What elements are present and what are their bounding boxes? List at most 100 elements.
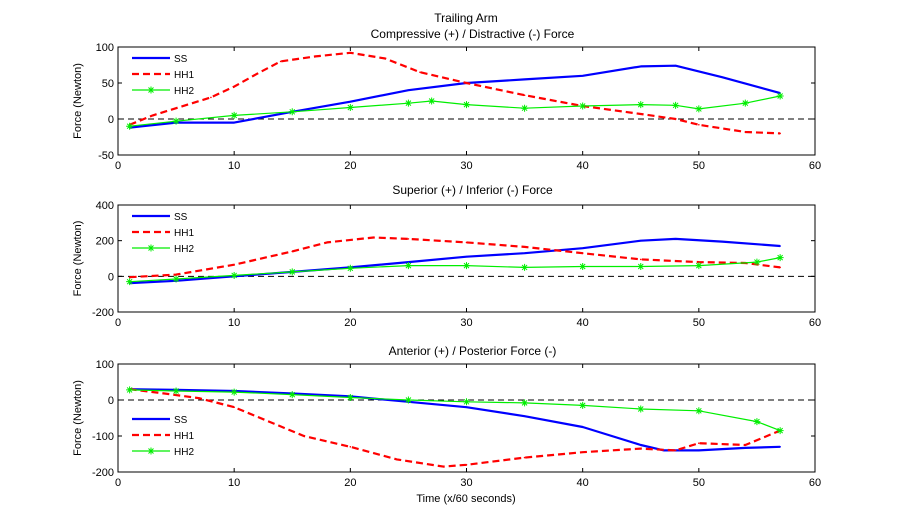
legend-marker <box>147 86 155 94</box>
series-hh2 <box>126 254 784 286</box>
data-point <box>442 465 445 468</box>
data-point <box>172 275 180 283</box>
data-point <box>465 255 468 258</box>
data-point <box>581 247 584 249</box>
data-point <box>233 406 235 409</box>
data-point <box>256 72 259 75</box>
data-point <box>581 252 584 254</box>
y-tick-label: 100 <box>96 359 114 371</box>
y-tick-label: -50 <box>98 150 114 162</box>
data-point <box>326 241 328 244</box>
data-point <box>407 89 410 91</box>
series-hh1 <box>128 388 781 468</box>
x-tick-label: 40 <box>577 160 589 172</box>
x-tick-label: 60 <box>809 160 821 172</box>
x-tick-label: 50 <box>693 160 705 172</box>
data-point <box>579 263 587 271</box>
data-point <box>303 435 305 437</box>
x-tick-label: 40 <box>577 317 589 329</box>
data-point <box>465 406 468 409</box>
data-point <box>639 447 642 450</box>
data-point <box>419 71 421 73</box>
data-point <box>233 263 235 266</box>
data-point <box>314 55 317 58</box>
data-point <box>639 444 642 446</box>
data-point <box>741 99 749 107</box>
data-point <box>233 121 235 124</box>
data-point <box>198 397 201 400</box>
data-point <box>523 415 526 418</box>
data-point <box>349 446 352 448</box>
panel-title: Superior (+) / Inferior (-) Force <box>392 183 553 197</box>
x-tick-label: 30 <box>460 477 472 489</box>
data-point <box>744 131 747 133</box>
legend-label: HH1 <box>174 228 194 239</box>
data-point <box>581 451 584 454</box>
figure-title: Trailing Arm <box>434 11 498 25</box>
data-point <box>753 258 761 266</box>
data-point <box>698 442 700 445</box>
data-point <box>672 101 680 109</box>
panel-2: Superior (+) / Inferior (-) Force Force (… <box>72 183 821 329</box>
x-tick-label: 50 <box>693 477 705 489</box>
y-axis-label: Force (Newton) <box>72 380 84 456</box>
data-point <box>288 268 296 276</box>
data-point <box>521 104 529 112</box>
data-point <box>465 464 468 466</box>
data-point <box>637 405 645 413</box>
data-point <box>396 458 398 461</box>
data-point <box>291 250 294 253</box>
data-point <box>126 278 134 286</box>
x-tick-label: 30 <box>460 160 472 172</box>
data-point <box>779 132 781 135</box>
data-point <box>637 101 645 109</box>
data-point <box>523 246 526 248</box>
data-point <box>126 122 134 130</box>
panel-title: Compressive (+) / Distractive (-) Force <box>371 27 575 41</box>
legend: SS HH1 HH2 <box>132 415 194 458</box>
data-point <box>753 418 761 426</box>
data-point <box>637 263 645 271</box>
data-point <box>521 263 529 271</box>
data-point <box>163 392 166 395</box>
data-point <box>695 262 703 270</box>
legend-label: SS <box>174 212 188 223</box>
data-point <box>230 111 238 119</box>
data-point <box>523 456 526 459</box>
data-point <box>288 391 296 399</box>
data-point <box>523 78 526 81</box>
y-tick-label: 0 <box>108 114 114 126</box>
data-point <box>126 386 134 394</box>
data-point <box>465 82 468 84</box>
panels: Compressive (+) / Distractive (-) Force F… <box>72 27 821 489</box>
data-point <box>779 446 781 448</box>
data-point <box>721 240 723 243</box>
data-point <box>404 396 412 404</box>
series-line <box>129 51 781 135</box>
series-line <box>129 388 781 468</box>
data-point <box>346 264 354 272</box>
data-point <box>674 449 677 452</box>
data-point <box>698 449 700 452</box>
x-tick-label: 10 <box>228 160 240 172</box>
data-point <box>210 96 212 99</box>
data-point <box>404 99 412 107</box>
data-point <box>128 276 131 279</box>
data-point <box>172 387 180 395</box>
x-tick-label: 20 <box>344 477 356 489</box>
data-point <box>465 241 468 244</box>
data-point <box>233 85 235 88</box>
data-point <box>172 117 180 125</box>
data-point <box>230 271 238 279</box>
x-tick-label: 10 <box>228 477 240 489</box>
data-point <box>776 92 784 100</box>
x-tick-label: 0 <box>115 477 121 489</box>
y-tick-label: -100 <box>92 431 114 443</box>
data-point <box>581 426 584 428</box>
x-tick-label: 10 <box>228 317 240 329</box>
data-point <box>404 262 412 270</box>
data-point <box>721 76 723 79</box>
legend-label: SS <box>174 415 188 426</box>
data-point <box>152 114 154 117</box>
data-point <box>175 107 177 109</box>
